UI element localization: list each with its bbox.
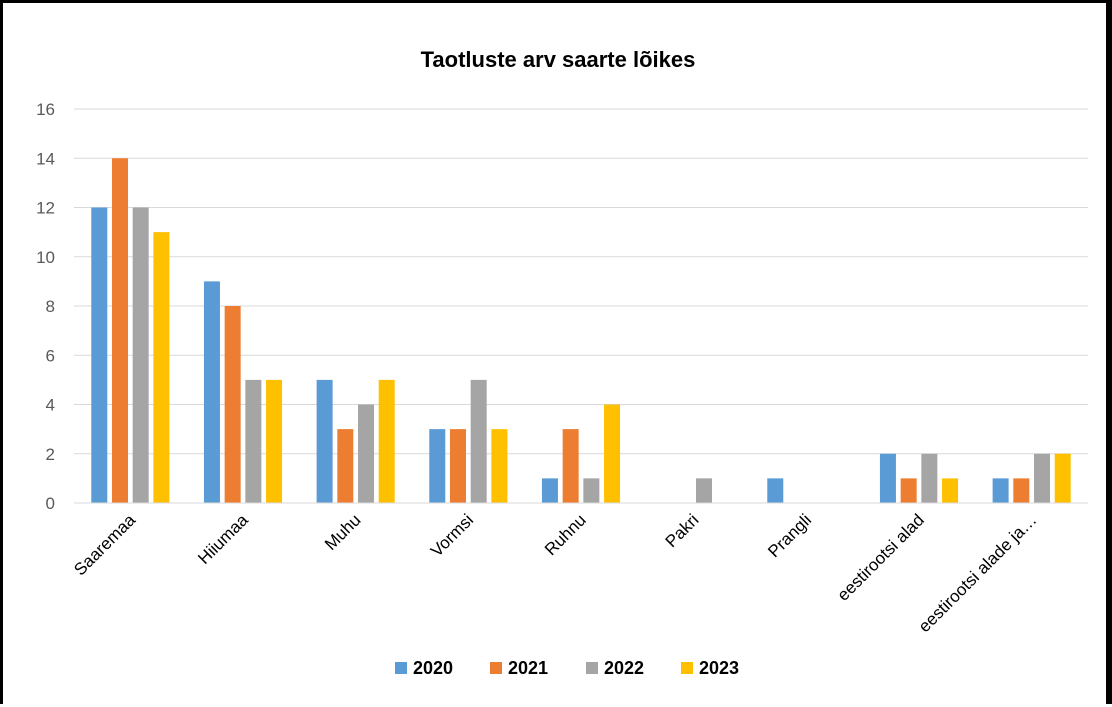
x-category-label: Hiiumaa [194, 510, 252, 568]
x-category-label: Saaremaa [70, 510, 139, 579]
bar-chart: 0 2 4 6 8 10 12 14 16 Saaremaa Hiiumaa Muhu Vormsi R… [3, 3, 1107, 707]
bar-2022-5 [583, 478, 599, 503]
legend-swatch-2023 [681, 662, 693, 674]
bar-2022-8 [921, 454, 937, 503]
bar-2023-5 [604, 405, 620, 504]
x-category-label: Vormsi [427, 510, 477, 560]
bars [91, 158, 1070, 503]
bar-2022-3 [358, 405, 374, 504]
x-category-label: Prangli [764, 510, 815, 561]
legend-swatch-2021 [490, 662, 502, 674]
bar-2021-1 [112, 158, 128, 503]
x-category-label: eestirootsi alade ja… [915, 510, 1041, 636]
legend-swatch-2022 [586, 662, 598, 674]
bar-2020-3 [317, 380, 333, 503]
legend-label-2023: 2023 [699, 658, 739, 678]
bar-2020-5 [542, 478, 558, 503]
bar-2021-3 [337, 429, 353, 503]
y-tick-label: 6 [46, 346, 55, 365]
bar-2022-2 [245, 380, 261, 503]
legend-label-2022: 2022 [604, 658, 644, 678]
bar-2023-3 [379, 380, 395, 503]
bar-2021-5 [563, 429, 579, 503]
y-tick-label: 4 [46, 396, 55, 415]
chart-title: Taotluste arv saarte lõikes [421, 47, 696, 72]
bar-2020-9 [993, 478, 1009, 503]
bar-2022-1 [133, 208, 149, 504]
x-category-label: eestirootsi alad [834, 510, 928, 604]
legend-label-2020: 2020 [413, 658, 453, 678]
bar-2020-2 [204, 281, 220, 503]
bar-2023-4 [491, 429, 507, 503]
legend: 2020 2021 2022 2023 [395, 658, 739, 678]
bar-2021-4 [450, 429, 466, 503]
bar-2022-6 [696, 478, 712, 503]
x-category-label: Ruhnu [541, 510, 590, 559]
y-tick-label: 8 [46, 297, 55, 316]
legend-swatch-2020 [395, 662, 407, 674]
y-tick-label: 16 [36, 100, 55, 119]
bar-2021-9 [1013, 478, 1029, 503]
y-axis-ticks: 0 2 4 6 8 10 12 14 16 [36, 100, 55, 513]
bar-2023-8 [942, 478, 958, 503]
y-tick-label: 10 [36, 248, 55, 267]
bar-2021-2 [225, 306, 241, 503]
bar-2023-1 [153, 232, 169, 503]
bar-2022-9 [1034, 454, 1050, 503]
y-tick-label: 2 [46, 445, 55, 464]
y-tick-label: 0 [46, 494, 55, 513]
y-tick-label: 14 [36, 149, 55, 168]
bar-2020-8 [880, 454, 896, 503]
bar-2020-1 [91, 208, 107, 504]
x-category-label: Muhu [321, 510, 365, 554]
x-axis-categories: Saaremaa Hiiumaa Muhu Vormsi Ruhnu Pakri Prang… [70, 510, 1040, 636]
bar-2023-9 [1055, 454, 1071, 503]
y-tick-label: 12 [36, 199, 55, 218]
bar-2020-7 [767, 478, 783, 503]
legend-label-2021: 2021 [508, 658, 548, 678]
bar-2021-8 [901, 478, 917, 503]
bar-2023-2 [266, 380, 282, 503]
x-category-label: Pakri [662, 510, 703, 551]
bar-2022-4 [471, 380, 487, 503]
bar-2020-4 [429, 429, 445, 503]
